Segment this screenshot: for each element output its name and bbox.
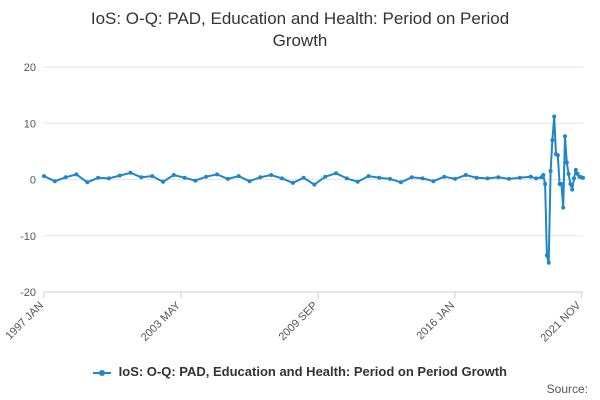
data-point — [139, 175, 144, 180]
data-point — [366, 174, 371, 179]
data-point — [581, 175, 585, 180]
grid-lines — [44, 66, 583, 293]
data-point — [517, 175, 522, 180]
data-point — [42, 174, 46, 179]
data-point — [544, 253, 549, 258]
data-point — [420, 176, 425, 181]
data-point — [171, 173, 176, 177]
data-point — [301, 175, 306, 180]
series-line-0 — [43, 115, 584, 264]
data-point — [463, 173, 468, 177]
data-point — [225, 176, 230, 181]
chart-title-line-2: Growth — [272, 31, 328, 50]
data-point — [564, 160, 569, 165]
data-point — [150, 174, 155, 179]
data-point — [409, 175, 414, 180]
data-point — [568, 182, 573, 186]
data-point — [543, 182, 548, 186]
x-tick-label: 2016 JAN — [414, 300, 457, 343]
data-point — [431, 179, 436, 184]
data-point — [453, 176, 457, 181]
data-point — [573, 167, 578, 172]
data-point — [528, 174, 533, 179]
x-tick-label: 2003 MAY — [139, 299, 184, 344]
data-point — [193, 178, 198, 183]
legend[interactable]: IoS: O-Q: PAD, Education and Health: Per… — [0, 364, 600, 379]
data-point — [534, 176, 539, 181]
chart-title-line-1: IoS: O-Q: PAD, Education and Health: Per… — [90, 9, 510, 28]
y-tick-label: 0 — [30, 175, 36, 187]
data-point — [548, 169, 553, 174]
data-point — [312, 182, 317, 187]
data-point — [128, 170, 133, 175]
data-point — [355, 179, 360, 184]
data-point — [496, 175, 501, 180]
data-point — [546, 260, 551, 265]
x-tick-label: 1997 JAN — [3, 300, 46, 343]
data-point — [552, 114, 557, 119]
data-point — [269, 173, 274, 177]
data-point — [566, 171, 571, 176]
legend-marker — [93, 368, 112, 378]
data-point — [555, 153, 560, 158]
data-point — [74, 172, 79, 177]
x-tick-label: 2021 NOV — [539, 299, 584, 344]
data-point — [117, 173, 122, 178]
data-point — [258, 175, 263, 180]
y-tick-label: -10 — [20, 231, 36, 243]
chart-title: IoS: O-Q: PAD, Education and Health: Per… — [0, 8, 600, 52]
data-point — [334, 171, 338, 176]
source-label: Source: — [546, 382, 588, 396]
data-point — [106, 176, 111, 181]
data-point — [290, 180, 295, 185]
data-point — [559, 182, 564, 186]
data-point — [96, 175, 101, 180]
data-point — [507, 176, 512, 181]
data-point — [52, 179, 57, 184]
data-point — [561, 205, 566, 210]
data-point — [63, 175, 68, 180]
data-point — [377, 175, 382, 180]
data-point — [344, 176, 349, 181]
data-point — [204, 174, 209, 179]
data-point — [550, 138, 555, 143]
data-point — [442, 174, 447, 179]
data-point — [474, 175, 479, 180]
data-point — [485, 176, 490, 181]
data-point — [215, 172, 220, 177]
data-point — [398, 180, 403, 185]
data-point — [161, 179, 165, 184]
data-point — [182, 175, 187, 180]
data-point — [388, 176, 393, 181]
data-point — [541, 173, 546, 177]
legend-label: IoS: O-Q: PAD, Education and Health: Per… — [118, 364, 507, 379]
y-tick-label: 10 — [24, 118, 36, 130]
data-point — [280, 176, 284, 181]
data-point — [323, 174, 328, 179]
data-point — [236, 174, 241, 179]
series-layer — [42, 114, 585, 265]
y-tick-label: -20 — [20, 287, 36, 299]
data-point — [572, 176, 576, 181]
x-tick-label: 2009 SEP — [277, 300, 321, 344]
data-point — [563, 134, 567, 139]
data-point — [85, 180, 90, 185]
data-point — [570, 187, 575, 192]
y-tick-label: 20 — [24, 62, 36, 74]
data-point — [247, 179, 252, 184]
